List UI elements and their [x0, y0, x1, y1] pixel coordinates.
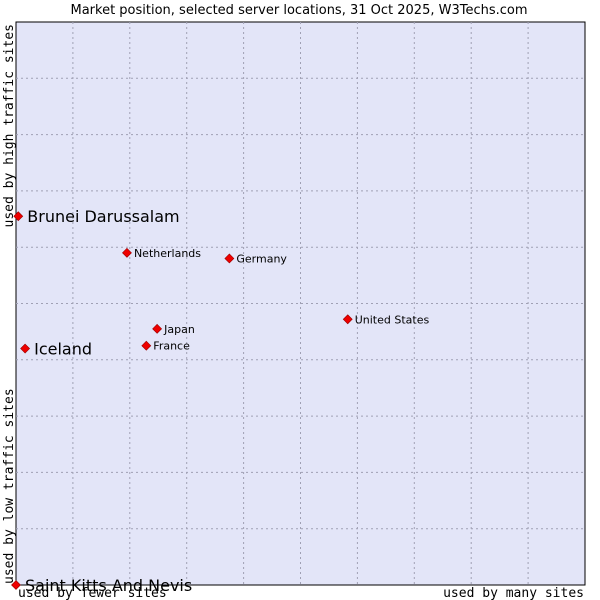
- point-label: Japan: [163, 323, 195, 336]
- y-axis-label-low: used by low traffic sites: [2, 388, 17, 584]
- point-france: France: [141, 340, 190, 353]
- point-marker: [11, 580, 21, 590]
- chart-title: Market position, selected server locatio…: [70, 3, 527, 18]
- grid-lines: [16, 22, 585, 585]
- point-marker: [141, 340, 152, 351]
- point-marker: [224, 253, 235, 264]
- point-brunei-darussalam: Brunei Darussalam: [13, 207, 180, 226]
- point-japan: Japan: [152, 323, 195, 336]
- point-label: Saint Kitts And Nevis: [25, 576, 192, 595]
- point-label: United States: [355, 313, 430, 326]
- point-united-states: United States: [342, 313, 430, 326]
- data-points: Brunei Darussalam Netherlands Germany Unite…: [11, 207, 430, 595]
- point-iceland: Iceland: [20, 340, 92, 359]
- point-marker: [342, 314, 353, 325]
- point-label: Brunei Darussalam: [27, 207, 179, 226]
- point-marker: [122, 247, 132, 258]
- point-label: France: [153, 340, 190, 353]
- point-marker: [13, 211, 24, 222]
- point-saint-kitts-and-nevis: Saint Kitts And Nevis: [11, 576, 192, 595]
- point-label: Netherlands: [134, 247, 201, 260]
- point-label: Germany: [236, 252, 287, 265]
- point-netherlands: Netherlands: [122, 247, 201, 260]
- point-marker: [152, 323, 163, 334]
- x-axis-label-low: used by fewer sites: [18, 586, 167, 600]
- y-axis-label-high: used by high traffic sites: [2, 24, 17, 228]
- point-marker: [20, 343, 31, 354]
- point-label: Iceland: [34, 340, 92, 359]
- x-axis-label-high: used by many sites: [443, 586, 584, 600]
- point-germany: Germany: [224, 252, 287, 265]
